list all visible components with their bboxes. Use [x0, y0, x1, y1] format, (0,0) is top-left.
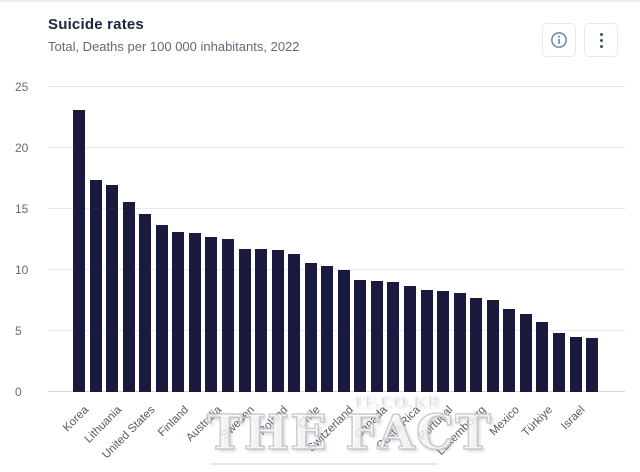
bar-10[interactable]	[222, 239, 234, 392]
bar-israel[interactable]	[570, 337, 582, 392]
bar-24[interactable]	[454, 293, 466, 392]
y-axis-label-10: 10	[15, 263, 29, 277]
gridline-10	[48, 269, 625, 270]
bar-australia[interactable]	[205, 237, 217, 392]
bar-20[interactable]	[387, 282, 399, 392]
bar-2[interactable]	[90, 180, 102, 392]
more-options-button[interactable]	[584, 23, 618, 57]
x-axis-label-chile: Chile	[296, 404, 324, 432]
bar-canada[interactable]	[371, 281, 383, 392]
y-axis-label-15: 15	[15, 202, 29, 216]
x-axis-label-sweden: Sweden	[219, 404, 257, 442]
y-axis-label-5: 5	[15, 324, 22, 338]
bar-12[interactable]	[255, 249, 267, 392]
gridline-20	[48, 147, 625, 148]
gridline-0	[48, 391, 625, 392]
bar-26[interactable]	[487, 300, 499, 392]
chart-subtitle: Total, Deaths per 100 000 inhabitants, 2…	[48, 39, 300, 54]
bar-6[interactable]	[156, 225, 168, 392]
y-axis-label-20: 20	[15, 141, 29, 155]
bar-lithuania[interactable]	[106, 185, 118, 392]
bar-finland[interactable]	[172, 232, 184, 392]
y-axis-label-0: 0	[15, 385, 22, 399]
y-axis-label-25: 25	[15, 80, 29, 94]
x-axis-label-türkiye: Türkiye	[519, 404, 555, 440]
bar-türkiye[interactable]	[536, 322, 548, 392]
bar-luxembourg[interactable]	[470, 298, 482, 392]
x-axis-label-australia: Australia	[183, 404, 224, 445]
bar-portugal[interactable]	[437, 291, 449, 392]
info-icon	[550, 31, 568, 49]
bar-switzerland[interactable]	[338, 270, 350, 392]
bar-chile[interactable]	[305, 263, 317, 392]
bar-18[interactable]	[354, 280, 366, 392]
gridline-25	[48, 86, 625, 87]
bar-8[interactable]	[189, 233, 201, 392]
x-axis-label-korea: Korea	[61, 404, 92, 435]
bar-united-states[interactable]	[139, 214, 151, 392]
x-axis-labels: Korea Lithuania United States Finland Austra…	[48, 394, 625, 472]
kebab-menu-icon	[599, 32, 603, 48]
header-buttons	[542, 23, 618, 57]
bar-16[interactable]	[321, 266, 333, 392]
bar-28[interactable]	[520, 314, 532, 392]
bar-sweden[interactable]	[239, 249, 251, 392]
bar-poland[interactable]	[272, 250, 284, 392]
bar-costa-rica[interactable]	[404, 286, 416, 392]
x-axis-label-israel: Israel	[559, 404, 588, 433]
plot-area	[48, 86, 625, 392]
bar-4[interactable]	[123, 202, 135, 392]
info-button[interactable]	[542, 23, 576, 57]
bar-korea[interactable]	[73, 110, 85, 392]
gridline-15	[48, 208, 625, 209]
x-axis-label-mexico: Mexico	[487, 404, 522, 439]
bar-22[interactable]	[421, 290, 433, 392]
bar-14[interactable]	[288, 254, 300, 392]
x-axis-label-poland: Poland	[256, 404, 291, 438]
gridline-5	[48, 330, 625, 331]
chart-title: Suicide rates	[48, 16, 144, 33]
bar-32[interactable]	[586, 338, 598, 392]
bar-mexico[interactable]	[503, 309, 515, 392]
bar-30[interactable]	[553, 333, 565, 392]
